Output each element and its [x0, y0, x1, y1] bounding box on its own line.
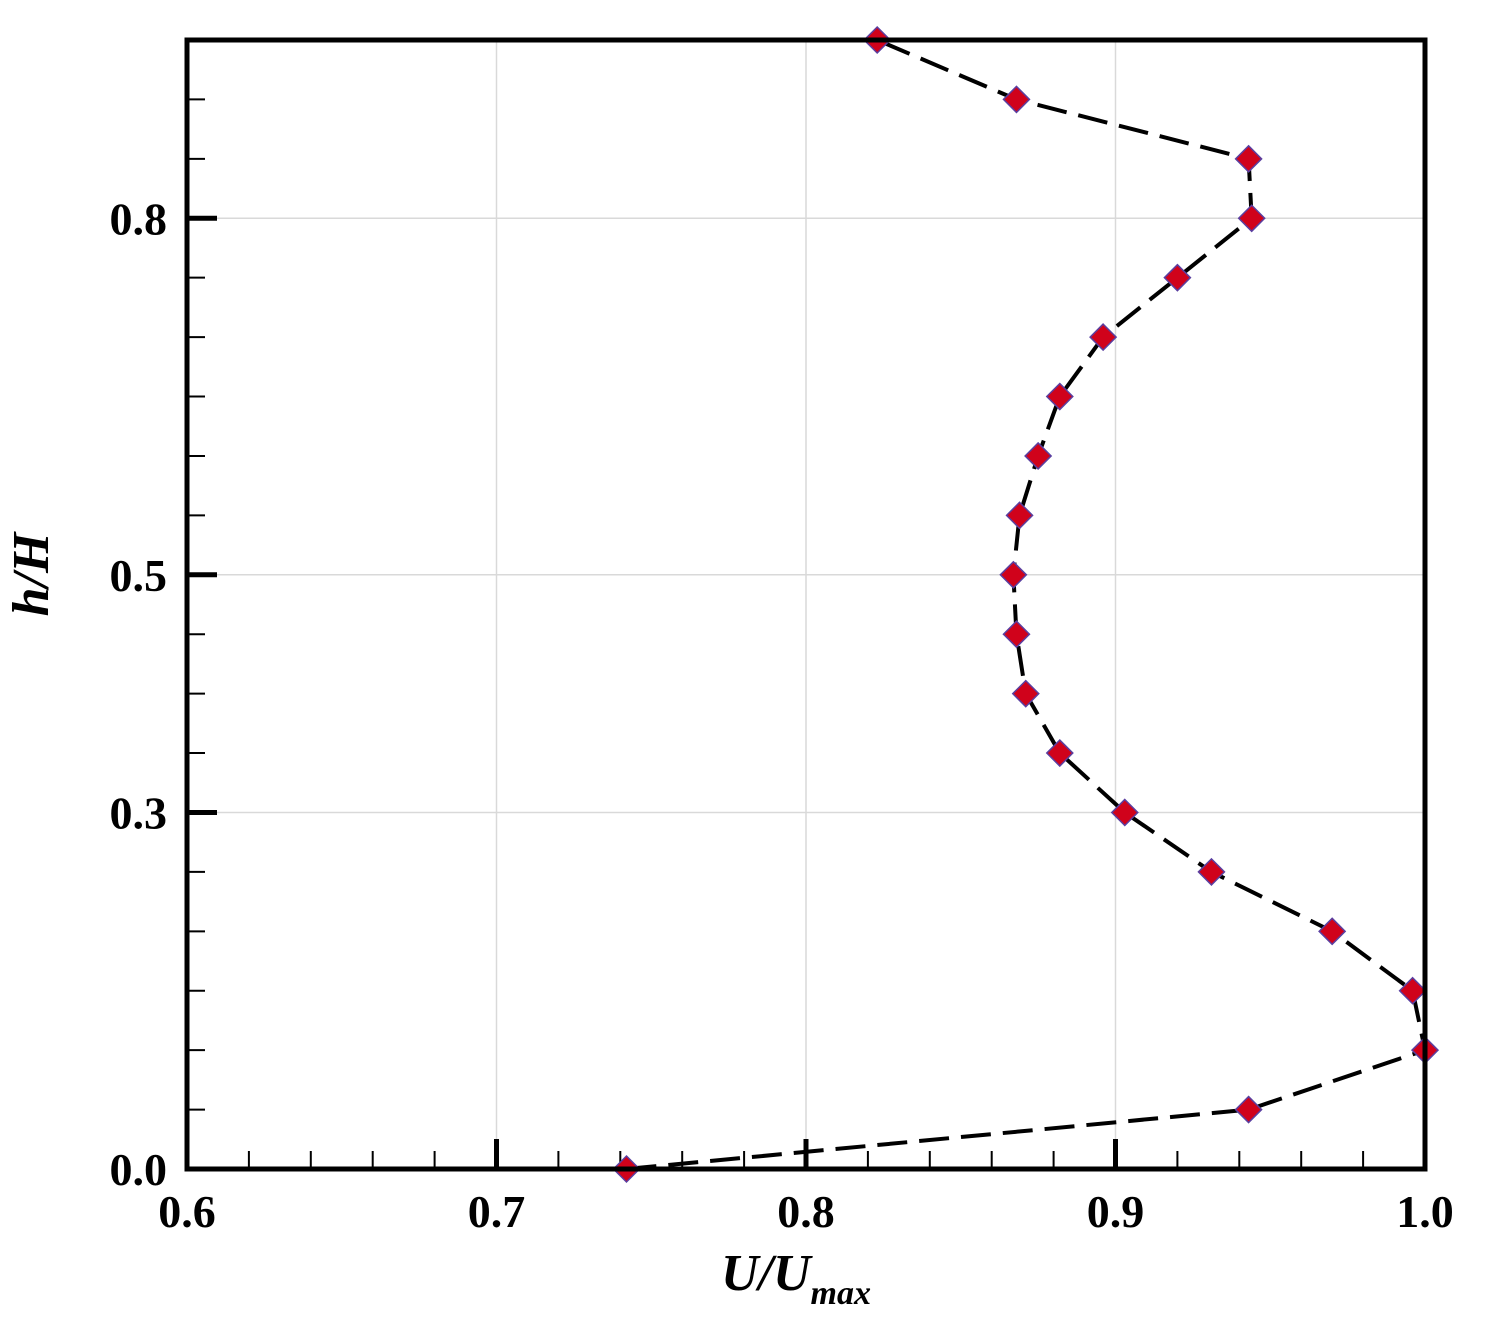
data-point — [1089, 323, 1118, 352]
x-tick-label: 1.0 — [1396, 1186, 1454, 1237]
series-line — [626, 38, 1428, 1171]
minor-ticks — [187, 98, 1365, 1169]
y-axis-ticks: 0.0 0.3 0.5 0.8 — [110, 193, 217, 1195]
x-tick-label: 0.8 — [777, 1186, 835, 1237]
data-point — [1237, 204, 1266, 233]
x-tick-label: 0.7 — [468, 1186, 526, 1237]
data-point — [1024, 441, 1053, 471]
data-point — [1234, 1095, 1263, 1124]
x-tick-label: 0.6 — [158, 1186, 216, 1237]
data-markers — [612, 25, 1440, 1184]
y-axis-label: h/H — [3, 531, 60, 616]
series-line — [626, 38, 1428, 1171]
data-point — [1002, 620, 1031, 649]
data-point — [1005, 501, 1034, 530]
data-point — [1398, 976, 1427, 1005]
y-tick-label: 0.5 — [110, 550, 168, 601]
y-tick-label: 0.0 — [110, 1144, 168, 1195]
data-point — [1002, 85, 1031, 114]
x-axis-label-main: U/U — [721, 1245, 813, 1302]
data-point — [1234, 144, 1263, 173]
data-point — [999, 560, 1028, 589]
y-tick-label: 0.8 — [110, 193, 168, 244]
x-axis-ticks: 0.6 0.7 0.8 0.9 1.0 — [158, 1139, 1454, 1237]
data-point — [1045, 738, 1074, 768]
data-point — [1318, 917, 1347, 946]
x-axis-label: U/Umax — [721, 1245, 871, 1312]
data-point — [1163, 263, 1192, 292]
data-point — [1045, 382, 1074, 411]
x-axis-label-subscript: max — [811, 1275, 871, 1312]
data-point — [1197, 857, 1226, 886]
data-point — [1110, 798, 1139, 827]
data-point — [1011, 679, 1040, 708]
grid-lines — [186, 40, 1426, 1170]
x-tick-label: 0.9 — [1087, 1186, 1145, 1237]
y-tick-label: 0.3 — [110, 787, 168, 838]
